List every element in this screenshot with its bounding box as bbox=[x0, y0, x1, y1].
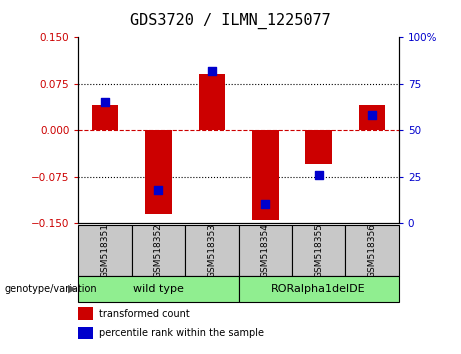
Bar bbox=[199, 74, 225, 130]
Text: percentile rank within the sample: percentile rank within the sample bbox=[99, 328, 264, 338]
Bar bbox=[359, 105, 385, 130]
Text: wild type: wild type bbox=[133, 284, 184, 294]
Point bbox=[315, 172, 322, 178]
Text: GSM518354: GSM518354 bbox=[261, 223, 270, 278]
Point bbox=[208, 68, 216, 74]
Point bbox=[261, 202, 269, 207]
Bar bbox=[132, 225, 185, 276]
Text: RORalpha1delDE: RORalpha1delDE bbox=[272, 284, 366, 294]
Point bbox=[101, 99, 109, 105]
Bar bbox=[292, 225, 345, 276]
Text: GDS3720 / ILMN_1225077: GDS3720 / ILMN_1225077 bbox=[130, 12, 331, 29]
Bar bbox=[185, 225, 239, 276]
Text: genotype/variation: genotype/variation bbox=[5, 284, 97, 294]
Bar bbox=[145, 130, 172, 214]
Text: transformed count: transformed count bbox=[99, 308, 190, 319]
Text: GSM518351: GSM518351 bbox=[100, 223, 110, 278]
Text: ▶: ▶ bbox=[68, 284, 76, 294]
Bar bbox=[78, 276, 239, 302]
Bar bbox=[252, 130, 278, 220]
Text: GSM518356: GSM518356 bbox=[367, 223, 377, 278]
Text: GSM518353: GSM518353 bbox=[207, 223, 216, 278]
Bar bbox=[92, 105, 118, 130]
Bar bbox=[78, 327, 93, 339]
Bar bbox=[305, 130, 332, 164]
Bar bbox=[239, 276, 399, 302]
Text: GSM518355: GSM518355 bbox=[314, 223, 323, 278]
Bar bbox=[78, 307, 93, 320]
Text: GSM518352: GSM518352 bbox=[154, 223, 163, 278]
Bar bbox=[239, 225, 292, 276]
Bar bbox=[78, 225, 132, 276]
Point bbox=[368, 113, 376, 118]
Bar bbox=[345, 225, 399, 276]
Point bbox=[155, 187, 162, 193]
